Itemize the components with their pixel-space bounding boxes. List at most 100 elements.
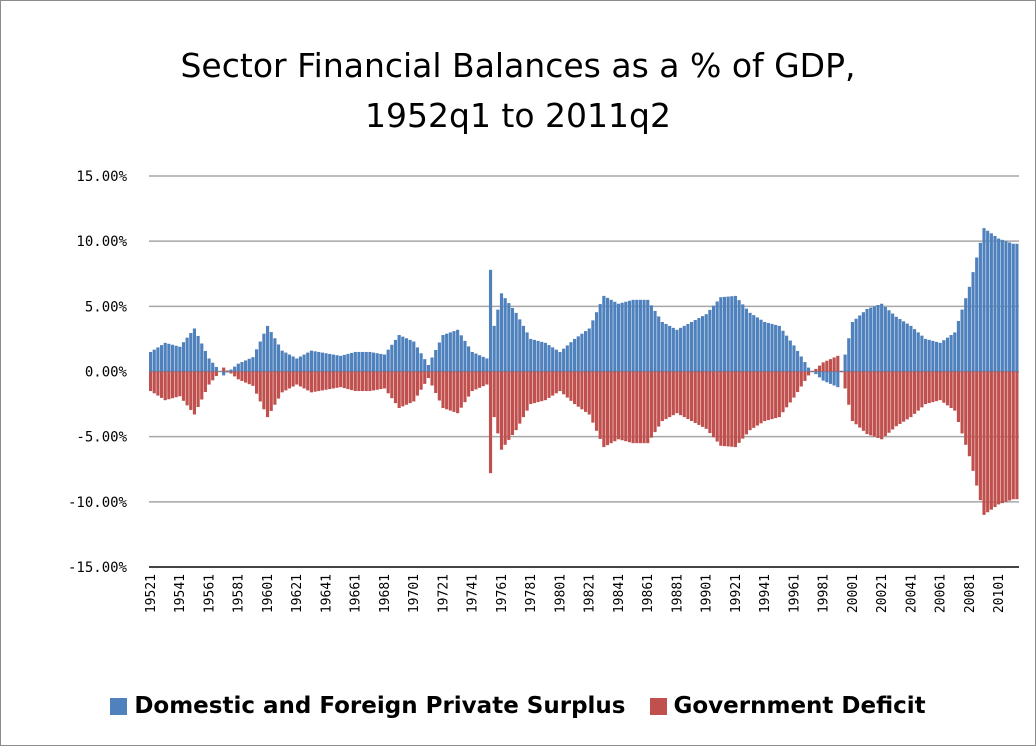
- legend-item-private: Domestic and Foreign Private Surplus: [110, 693, 626, 719]
- bar-private-surplus: [777, 325, 781, 372]
- bar-private-surplus: [847, 338, 851, 372]
- bar-government-deficit: [660, 371, 664, 422]
- bar-private-surplus: [817, 371, 822, 378]
- bar-private-surplus: [485, 358, 489, 372]
- bar-government-deficit: [361, 371, 365, 392]
- bar-government-deficit: [638, 371, 642, 444]
- bar-private-surplus: [839, 370, 844, 372]
- bar-government-deficit: [452, 371, 456, 412]
- bar-private-surplus: [236, 363, 240, 372]
- bar-private-surplus: [971, 272, 975, 372]
- bar-government-deficit: [850, 371, 855, 422]
- bar-government-deficit: [894, 371, 898, 427]
- bar-government-deficit: [287, 371, 292, 389]
- bar-private-surplus: [525, 332, 529, 372]
- bar-government-deficit: [719, 371, 723, 446]
- bar-government-deficit: [189, 371, 193, 410]
- bar-government-deficit: [854, 371, 858, 425]
- bar-government-deficit: [1000, 371, 1004, 504]
- bar-private-surplus: [551, 347, 555, 372]
- bar-government-deficit: [594, 371, 599, 431]
- bar-government-deficit: [240, 371, 244, 381]
- bar-government-deficit: [887, 371, 891, 433]
- bar-government-deficit: [781, 371, 785, 413]
- bar-private-surplus: [891, 313, 895, 372]
- bar-government-deficit: [551, 371, 555, 396]
- bar-government-deficit: [580, 371, 584, 410]
- chart-title: Sector Financial Balances as a % of GDP,…: [1, 41, 1035, 141]
- bar-government-deficit: [945, 371, 950, 406]
- bar-private-surplus: [339, 355, 343, 372]
- bar-government-deficit: [196, 371, 200, 408]
- bar-government-deficit: [642, 371, 646, 444]
- x-tick-label: 19981: [817, 574, 832, 613]
- x-tick-label: 20101: [992, 574, 1007, 613]
- x-tick-label: 19541: [173, 574, 188, 613]
- bar-private-surplus: [861, 312, 865, 372]
- bar-private-surplus: [342, 354, 346, 372]
- bar-government-deficit: [437, 371, 441, 401]
- bar-government-deficit: [331, 371, 335, 389]
- bar-government-deficit: [159, 371, 164, 398]
- bar-government-deficit: [324, 371, 328, 390]
- bar-government-deficit: [368, 371, 372, 392]
- bar-private-surplus: [927, 339, 931, 372]
- bar-private-surplus: [741, 304, 745, 372]
- bar-government-deficit: [737, 371, 741, 443]
- bar-private-surplus: [616, 303, 621, 372]
- bar-private-surplus: [163, 342, 167, 372]
- bar-government-deficit: [247, 371, 251, 385]
- bar-private-surplus: [649, 305, 653, 372]
- y-tick-label: -5.00%: [76, 430, 127, 446]
- bar-private-surplus: [222, 371, 226, 376]
- bar-private-surplus: [379, 353, 383, 372]
- bar-government-deficit: [796, 371, 800, 393]
- bar-government-deficit: [693, 371, 697, 423]
- bar-government-deficit: [591, 371, 595, 423]
- bar-private-surplus: [887, 310, 891, 372]
- bar-government-deficit: [342, 371, 346, 389]
- bar-government-deficit: [540, 371, 544, 402]
- bar-government-deficit: [817, 365, 822, 372]
- bar-private-surplus: [938, 342, 942, 372]
- bar-government-deficit: [843, 371, 847, 389]
- bar-private-surplus: [159, 345, 164, 372]
- x-tick-label: 19781: [524, 574, 539, 613]
- bar-private-surplus: [638, 299, 642, 372]
- bar-government-deficit: [722, 371, 727, 447]
- bar-private-surplus: [737, 300, 741, 372]
- chart-title-line-1: Sector Financial Balances as a % of GDP,: [180, 46, 856, 85]
- bar-private-surplus: [730, 296, 734, 372]
- bar-private-surplus: [605, 297, 610, 372]
- bar-private-surplus: [371, 352, 376, 372]
- bar-government-deficit: [562, 371, 566, 395]
- bar-private-surplus: [576, 336, 580, 372]
- bar-government-deficit: [777, 371, 781, 418]
- bar-government-deficit: [156, 371, 160, 396]
- bar-government-deficit: [909, 371, 913, 418]
- bar-government-deficit: [686, 371, 690, 420]
- bar-private-surplus: [843, 354, 847, 372]
- bar-government-deficit: [898, 371, 902, 424]
- bar-government-deficit: [335, 371, 339, 388]
- bar-private-surplus: [912, 329, 917, 372]
- bar-private-surplus: [258, 341, 262, 372]
- x-tick-label: 20081: [963, 574, 978, 613]
- bar-government-deficit: [536, 371, 540, 403]
- bar-private-surplus: [331, 354, 335, 372]
- bar-government-deficit: [905, 371, 909, 420]
- bar-private-surplus: [953, 332, 957, 372]
- bar-government-deficit: [912, 371, 917, 414]
- bar-government-deficit: [474, 371, 478, 390]
- x-tick-label: 19841: [612, 574, 627, 613]
- bar-government-deficit: [869, 371, 873, 436]
- bar-private-surplus: [854, 318, 858, 372]
- bar-private-surplus: [781, 330, 785, 372]
- bar-private-surplus: [492, 325, 496, 372]
- bar-private-surplus: [796, 350, 800, 372]
- bar-government-deficit: [668, 371, 672, 418]
- bar-private-surplus: [328, 353, 332, 372]
- x-tick-label: 19761: [495, 574, 510, 613]
- x-tick-label: 19641: [319, 574, 334, 613]
- bar-private-surplus: [540, 341, 544, 372]
